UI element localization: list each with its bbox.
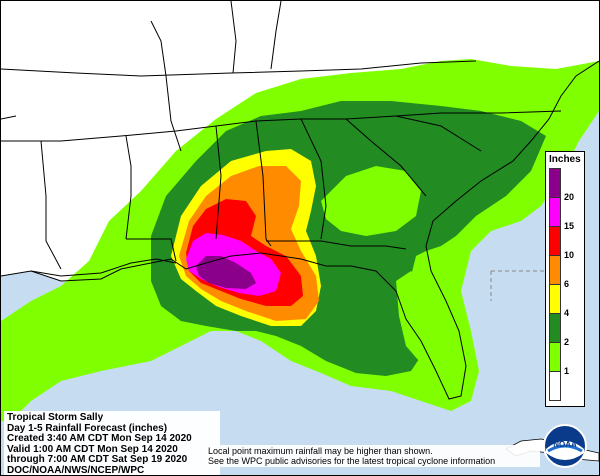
legend-tick-15: 15 xyxy=(564,221,575,231)
legend-swatch-15-20 xyxy=(549,197,561,227)
legend-swatch-4-6 xyxy=(549,284,561,314)
rain-hole-florida xyxy=(396,271,433,361)
product-info: Tropical Storm Sally Day 1-5 Rainfall Fo… xyxy=(4,411,220,476)
state-boundaries xyxy=(1,1,562,277)
legend-swatch-gt-20 xyxy=(549,168,561,198)
legend-tick-20: 20 xyxy=(564,192,575,202)
source-agency: DOC/NOAA/NWS/NCEP/WPC xyxy=(7,464,145,476)
disclaimer-line-1: Local point maximum rainfall may be high… xyxy=(208,446,433,456)
through-time: through 7:00 AM CDT Sat Sep 19 2020 xyxy=(7,454,188,466)
product-title: Day 1-5 Rainfall Forecast (inches) xyxy=(7,422,168,434)
legend-swatch-2-4 xyxy=(549,313,561,343)
legend-swatch-10-15 xyxy=(549,226,561,256)
legend-tick-1: 1 xyxy=(564,366,570,376)
rain-hole-georgia xyxy=(321,166,421,236)
coastline xyxy=(1,60,599,400)
legend: Inches 20 15 10 6 4 2 1 xyxy=(545,151,585,407)
legend-tick-2: 2 xyxy=(564,337,570,347)
created-time: Created 3:40 AM CDT Mon Sep 14 2020 xyxy=(7,433,192,445)
legend-tick-10: 10 xyxy=(564,250,575,260)
legend-swatch-1-2 xyxy=(549,342,561,372)
disclaimer: Local point maximum rainfall may be high… xyxy=(206,445,540,467)
noaa-logo-text: NOAA xyxy=(553,440,577,449)
legend-swatch-6-10 xyxy=(549,255,561,285)
legend-tick-4: 4 xyxy=(564,308,570,318)
valid-time: Valid 1:00 AM CDT Mon Sep 14 2020 xyxy=(7,443,178,455)
rain-band-gt-20 xyxy=(196,256,256,289)
legend-swatch-lt-1 xyxy=(549,371,561,401)
storm-name: Tropical Storm Sally xyxy=(7,412,104,423)
noaa-logo: NOAA xyxy=(543,424,587,468)
legend-title: Inches xyxy=(549,154,581,165)
disclaimer-line-2: See the WPC public advisories for the la… xyxy=(208,456,496,466)
legend-tick-6: 6 xyxy=(564,279,570,289)
